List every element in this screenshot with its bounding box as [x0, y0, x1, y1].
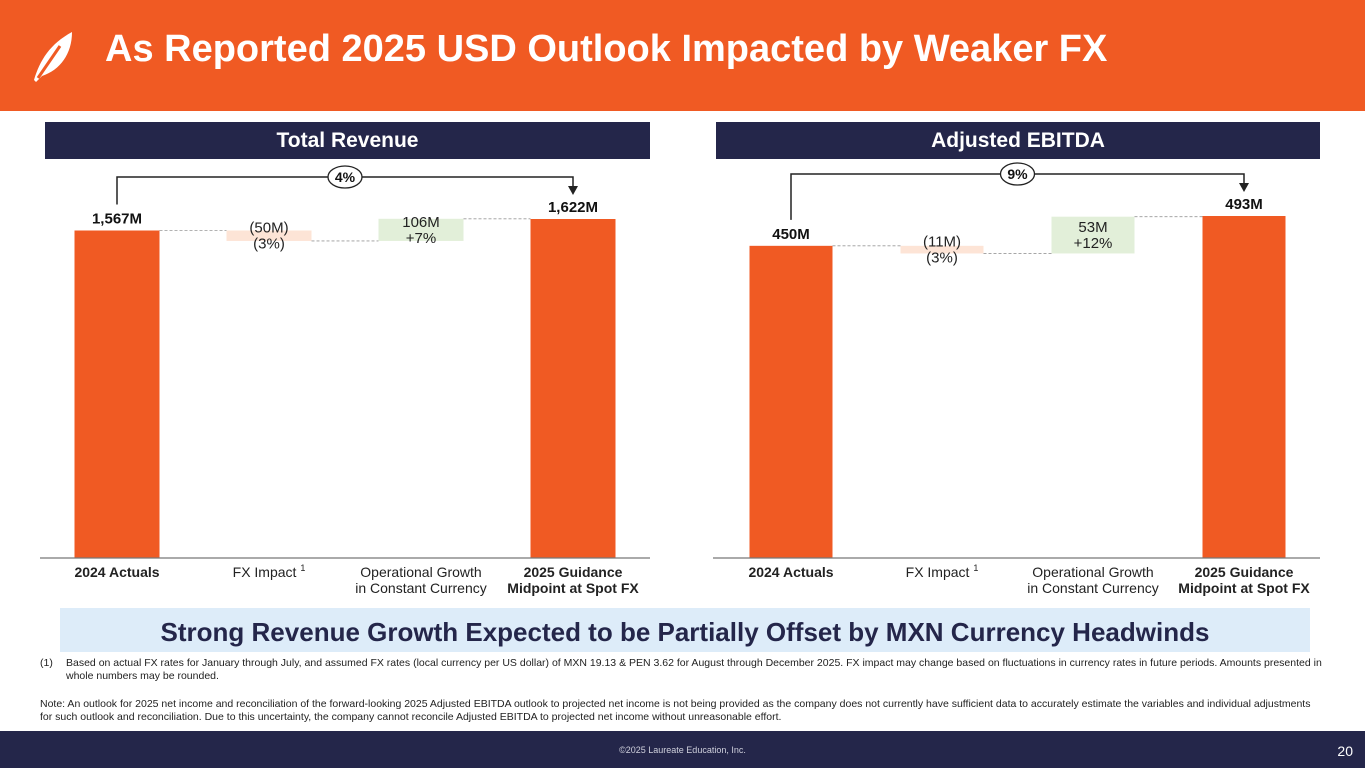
ebitda-growth-label: 9%	[1007, 166, 1028, 182]
revenue-bar-0	[74, 230, 160, 559]
adjusted-ebitda-header: Adjusted EBITDA	[716, 122, 1320, 159]
ebitda-value-label-3: 493M	[1225, 196, 1263, 213]
ebitda-delta-label-2-1: +12%	[1074, 235, 1113, 252]
page-title: As Reported 2025 USD Outlook Impacted by…	[105, 28, 1108, 70]
headline-banner: Strong Revenue Growth Expected to be Par…	[60, 608, 1310, 652]
page-number: 20	[1337, 743, 1353, 759]
revenue-delta-label-2-0: 106M	[402, 214, 440, 231]
ebitda-value-label-0: 450M	[772, 226, 810, 243]
revenue-tick-label-2-0: Operational Growth	[360, 564, 481, 580]
revenue-growth-bubble	[327, 165, 363, 189]
revenue-delta-label-1-1: (3%)	[253, 236, 285, 253]
footnote-1: (1) Based on actual FX rates for January…	[40, 657, 1325, 683]
ebitda-delta-label-2-0: 53M	[1078, 219, 1107, 236]
revenue-value-label-0: 1,567M	[92, 210, 142, 227]
revenue-tick-label-2-1: in Constant Currency	[355, 580, 487, 596]
ebitda-growth-bubble	[999, 162, 1036, 186]
footnote-text: Based on actual FX rates for January thr…	[66, 657, 1322, 682]
copyright: ©2025 Laureate Education, Inc.	[619, 745, 746, 755]
total-revenue-header: Total Revenue	[45, 122, 650, 159]
leaf-logo-icon	[34, 32, 72, 82]
revenue-bar-2	[378, 218, 464, 241]
revenue-growth-arrowhead	[568, 186, 578, 195]
ebitda-delta-label-1-0: (11M)	[923, 234, 961, 251]
revenue-growth-label: 4%	[335, 169, 356, 185]
ebitda-bar-0	[749, 245, 833, 558]
ebitda-tick-label-2-0: Operational Growth	[1032, 564, 1153, 580]
ebitda-tick-label-2-1: in Constant Currency	[1027, 580, 1159, 596]
revenue-bar-3	[530, 219, 616, 558]
ebitda-bar-3	[1202, 216, 1286, 558]
footnote-number: (1)	[40, 657, 53, 669]
revenue-tick-label-3-0: 2025 Guidance	[524, 564, 623, 580]
ebitda-tick-label-1-0: FX Impact 1	[906, 563, 979, 580]
revenue-tick-label-0-0: 2024 Actuals	[74, 564, 159, 580]
ebitda-delta-label-1-1: (3%)	[926, 250, 958, 267]
ebitda-tick-label-3-0: 2025 Guidance	[1195, 564, 1294, 580]
revenue-delta-label-2-1: +7%	[406, 230, 436, 247]
ebitda-tick-label-0-0: 2024 Actuals	[748, 564, 833, 580]
revenue-value-label-3: 1,622M	[548, 199, 598, 216]
revenue-tick-label-3-1: Midpoint at Spot FX	[507, 580, 639, 596]
title-bar: As Reported 2025 USD Outlook Impacted by…	[0, 0, 1365, 111]
ebitda-bar-1	[900, 245, 984, 254]
ebitda-growth-arrowhead	[1239, 183, 1249, 192]
ebitda-bar-2	[1051, 216, 1135, 254]
revenue-tick-label-1-0: FX Impact 1	[233, 563, 306, 580]
footer-bar: ©2025 Laureate Education, Inc. 20	[0, 731, 1365, 768]
note-text: Note: An outlook for 2025 net income and…	[40, 698, 1311, 723]
revenue-delta-label-1-0: (50M)	[249, 220, 288, 237]
ebitda-tick-label-3-1: Midpoint at Spot FX	[1178, 580, 1310, 596]
revenue-bar-1	[226, 230, 312, 241]
